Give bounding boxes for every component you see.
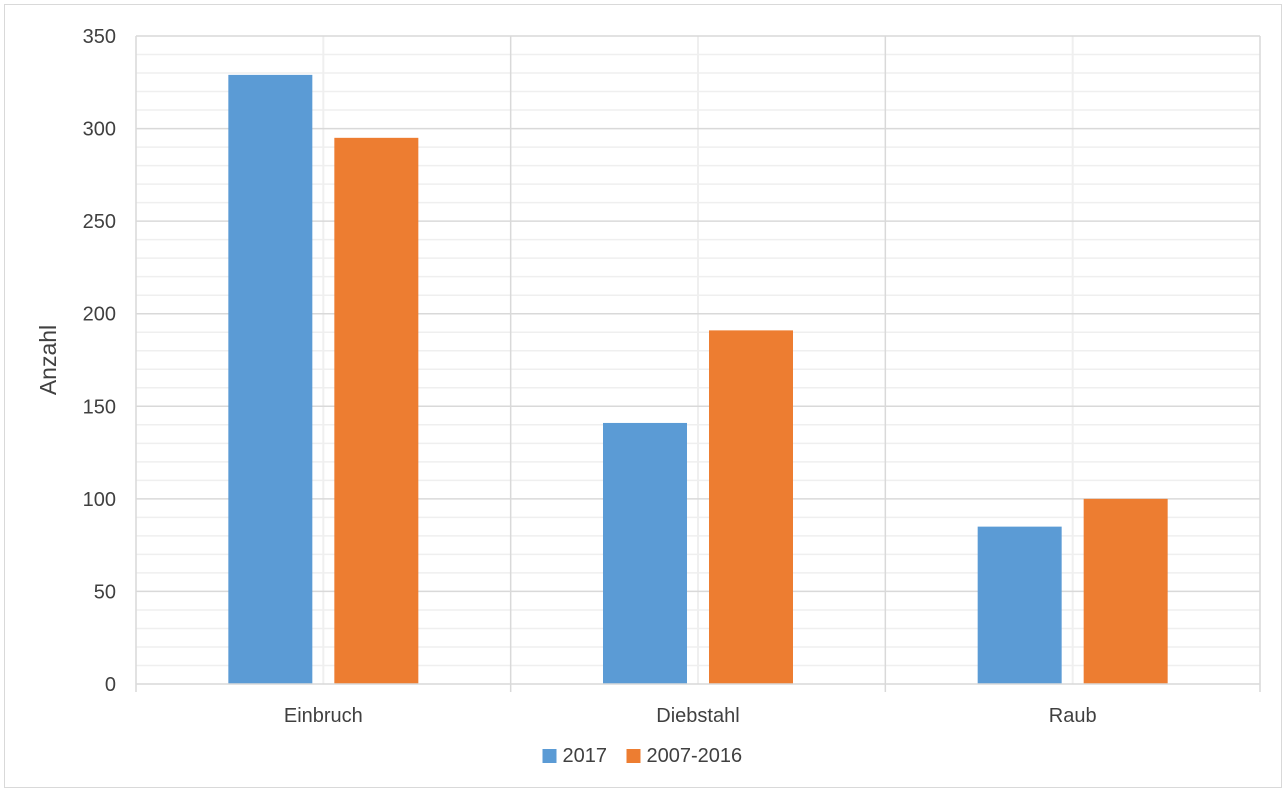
legend-label: 2017	[563, 745, 608, 767]
y-tick-label: 250	[83, 211, 116, 233]
bar-einbruch-2017	[228, 74, 313, 684]
category-dividers	[135, 36, 1261, 692]
y-axis-title: Anzahl	[35, 325, 61, 395]
legend-swatch-2017	[542, 749, 557, 763]
bar-diebstahl-2007-2016	[709, 330, 793, 684]
y-tick-label: 50	[94, 581, 116, 603]
x-tick-label: Einbruch	[284, 705, 363, 727]
legend: 2017 2007-2016	[542, 745, 743, 767]
y-tick-label: 200	[83, 304, 116, 326]
bar-diebstahl-2017	[603, 422, 687, 684]
y-tick-labels: 0 50 100 150 200 250 300 350	[83, 26, 116, 696]
minor-gridlines	[136, 36, 1260, 684]
bar-einbruch-2007-2016	[334, 137, 419, 685]
x-tick-label: Diebstahl	[656, 705, 739, 727]
y-tick-label: 350	[83, 26, 116, 48]
major-gridlines	[136, 35, 1260, 593]
legend-swatch-2007-2016	[626, 749, 641, 763]
bars	[228, 74, 1168, 685]
y-tick-label: 300	[83, 119, 116, 141]
legend-label: 2007-2016	[647, 745, 743, 767]
x-tick-labels: Einbruch Diebstahl Raub	[284, 705, 1097, 727]
x-tick-label: Raub	[1049, 705, 1097, 727]
bar-raub-2017	[977, 526, 1062, 684]
bar-raub-2007-2016	[1083, 498, 1168, 684]
y-tick-label: 0	[105, 674, 116, 696]
y-tick-label: 100	[83, 489, 116, 511]
y-tick-label: 150	[83, 396, 116, 418]
